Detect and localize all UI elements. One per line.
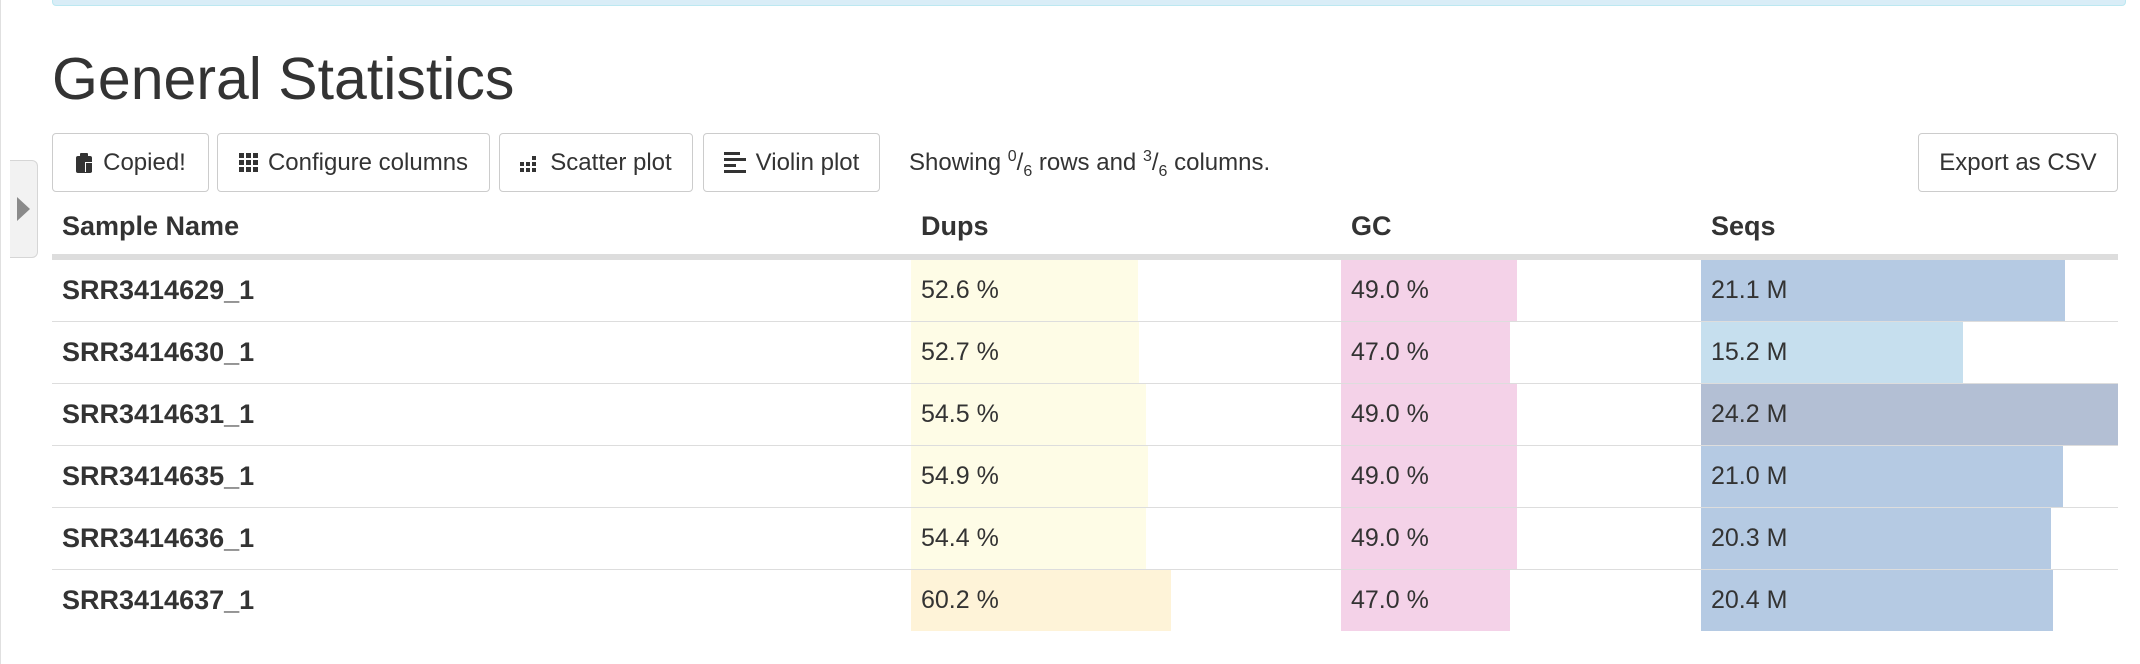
seqs-value: 21.0 M <box>1711 462 1788 490</box>
table-header-row: Sample Name Dups GC Seqs <box>52 198 2118 260</box>
gc-cell: 47.0 % <box>1341 321 1701 384</box>
gc-bar <box>1341 322 1510 383</box>
violin-plot-button[interactable]: Violin plot <box>703 133 880 192</box>
seqs-value: 15.2 M <box>1711 338 1788 366</box>
gc-bar <box>1341 446 1517 507</box>
table-row: SRR3414636_1 54.4 % 49.0 % 20.3 M <box>52 507 2118 570</box>
dups-value: 54.9 % <box>921 462 999 490</box>
seqs-bar <box>1701 384 2118 445</box>
table-status: Showing 0/6 rows and 3/6 columns. <box>909 148 1271 180</box>
sample-name-cell: SRR3414636_1 <box>52 507 911 570</box>
seqs-cell: 20.3 M <box>1701 507 2118 570</box>
dups-cell: 54.9 % <box>911 445 1341 508</box>
gc-bar <box>1341 570 1510 631</box>
dups-cell: 54.4 % <box>911 507 1341 570</box>
header-dups[interactable]: Dups <box>911 198 1341 260</box>
clipboard-icon <box>76 152 93 173</box>
dups-cell: 54.5 % <box>911 383 1341 446</box>
violin-icon <box>723 152 746 173</box>
seqs-bar <box>1701 322 1963 383</box>
gc-bar <box>1341 508 1517 569</box>
header-gc[interactable]: GC <box>1341 198 1701 260</box>
dups-bar <box>911 322 1139 383</box>
scatter-plot-button[interactable]: Scatter plot <box>499 133 693 192</box>
table-row: SRR3414637_1 60.2 % 47.0 % 20.4 M <box>52 569 2118 631</box>
expand-toggle-icon <box>17 197 30 221</box>
dups-bar <box>911 384 1146 445</box>
export-csv-label: Export as CSV <box>1939 148 2097 176</box>
dups-value: 54.4 % <box>921 524 999 552</box>
dups-cell: 52.6 % <box>911 256 1341 322</box>
seqs-bar <box>1701 446 2063 507</box>
page-title: General Statistics <box>52 46 515 112</box>
gc-value: 49.0 % <box>1351 524 1429 552</box>
copy-button-label: Copied! <box>103 148 186 176</box>
dups-value: 52.6 % <box>921 276 999 304</box>
export-csv-button[interactable]: Export as CSV <box>1918 133 2118 192</box>
cols-total-count: 6 <box>1158 162 1168 180</box>
status-suffix: columns. <box>1167 149 1271 176</box>
gc-value: 49.0 % <box>1351 462 1429 490</box>
cols-hidden-count: 3 <box>1142 148 1152 165</box>
seqs-value: 20.3 M <box>1711 524 1788 552</box>
gc-value: 47.0 % <box>1351 586 1429 614</box>
seqs-bar <box>1701 570 2053 631</box>
table-row: SRR3414631_1 54.5 % 49.0 % 24.2 M <box>52 383 2118 446</box>
dups-value: 60.2 % <box>921 586 999 614</box>
sample-name-cell: SRR3414630_1 <box>52 321 911 384</box>
sample-name-cell: SRR3414637_1 <box>52 569 911 631</box>
seqs-cell: 15.2 M <box>1701 321 2118 384</box>
status-prefix: Showing <box>909 149 1008 176</box>
gc-value: 49.0 % <box>1351 276 1429 304</box>
left-edge <box>0 0 1 664</box>
seqs-value: 21.1 M <box>1711 276 1788 304</box>
dups-cell: 52.7 % <box>911 321 1341 384</box>
dups-bar <box>911 508 1146 569</box>
seqs-cell: 21.1 M <box>1701 256 2118 322</box>
gc-cell: 49.0 % <box>1341 256 1701 322</box>
sidebar-toggle[interactable] <box>10 160 38 258</box>
gc-cell: 49.0 % <box>1341 383 1701 446</box>
sample-name-cell: SRR3414631_1 <box>52 383 911 446</box>
copy-table-button[interactable]: Copied! <box>52 133 209 192</box>
seqs-cell: 20.4 M <box>1701 569 2118 631</box>
table-row: SRR3414635_1 54.9 % 49.0 % 21.0 M <box>52 445 2118 508</box>
rows-hidden-count: 0 <box>1007 148 1017 165</box>
grid-icon <box>238 153 258 172</box>
header-sample-name[interactable]: Sample Name <box>52 198 911 260</box>
status-middle: rows and <box>1032 149 1143 176</box>
gc-cell: 49.0 % <box>1341 445 1701 508</box>
scatter-plot-label: Scatter plot <box>550 148 672 176</box>
dups-value: 52.7 % <box>921 338 999 366</box>
seqs-bar <box>1701 260 2065 321</box>
configure-columns-button[interactable]: Configure columns <box>217 133 490 192</box>
sample-name-cell: SRR3414635_1 <box>52 445 911 508</box>
header-seqs[interactable]: Seqs <box>1701 198 2118 260</box>
dups-bar <box>911 260 1138 321</box>
violin-plot-label: Violin plot <box>755 148 860 176</box>
seqs-value: 20.4 M <box>1711 586 1788 614</box>
seqs-cell: 24.2 M <box>1701 383 2118 446</box>
dups-cell: 60.2 % <box>911 569 1341 631</box>
gc-value: 49.0 % <box>1351 400 1429 428</box>
configure-columns-label: Configure columns <box>267 148 469 176</box>
dups-bar <box>911 446 1148 507</box>
table-row: SRR3414630_1 52.7 % 47.0 % 15.2 M <box>52 321 2118 384</box>
general-stats-table: Sample Name Dups GC Seqs SRR3414629_1 52.… <box>52 198 2118 631</box>
dups-value: 54.5 % <box>921 400 999 428</box>
rows-total-count: 6 <box>1023 162 1033 180</box>
scatter-icon <box>520 155 537 172</box>
info-banner <box>52 0 2126 6</box>
gc-cell: 47.0 % <box>1341 569 1701 631</box>
sample-name-cell: SRR3414629_1 <box>52 256 911 322</box>
dups-bar <box>911 570 1171 631</box>
seqs-value: 24.2 M <box>1711 400 1788 428</box>
gc-cell: 49.0 % <box>1341 507 1701 570</box>
seqs-cell: 21.0 M <box>1701 445 2118 508</box>
table-row: SRR3414629_1 52.6 % 49.0 % 21.1 M <box>52 256 2118 322</box>
gc-bar <box>1341 260 1517 321</box>
seqs-bar <box>1701 508 2051 569</box>
gc-value: 47.0 % <box>1351 338 1429 366</box>
gc-bar <box>1341 384 1517 445</box>
